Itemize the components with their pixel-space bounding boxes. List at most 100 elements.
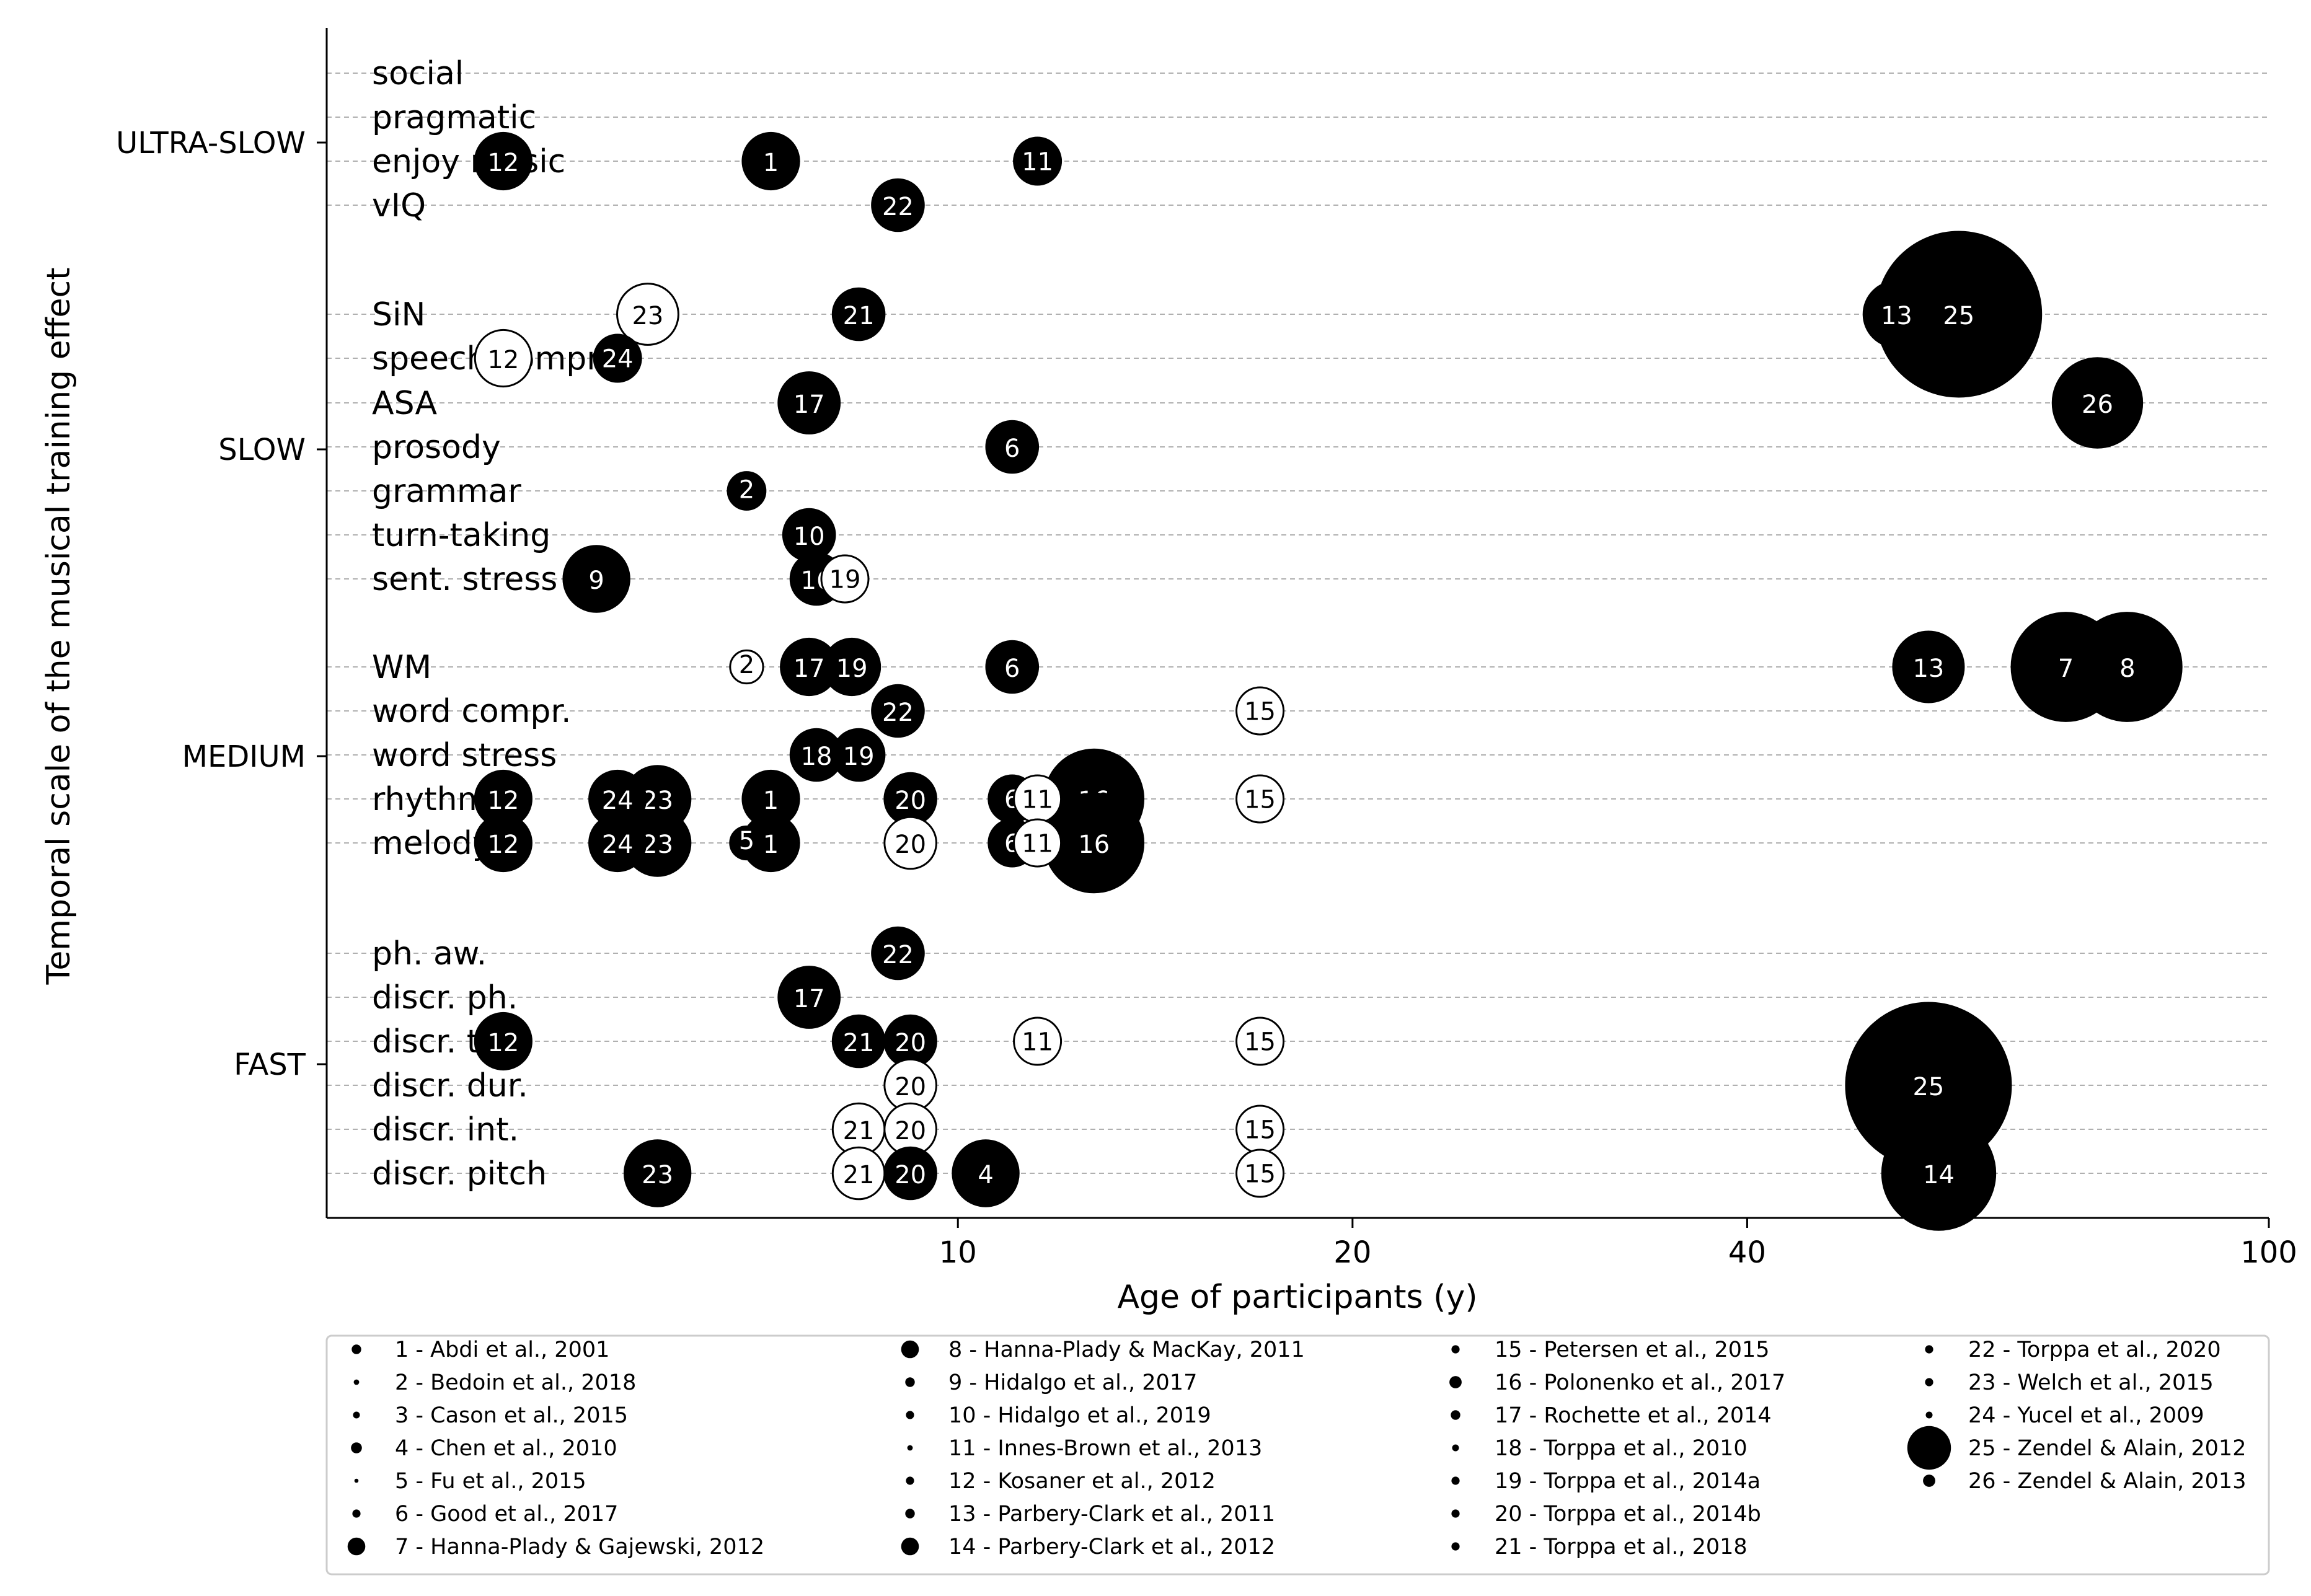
bubble-label: 24 — [602, 345, 634, 373]
bubble-filled — [729, 825, 764, 861]
legend-entry: 23 - Welch et al., 2015 — [1925, 1370, 2214, 1395]
bubble-label: 11 — [1022, 1028, 1053, 1056]
bubble-label: 20 — [895, 1073, 926, 1101]
bubble-point: 24 — [593, 333, 642, 383]
bubble-point: 26 — [2051, 357, 2144, 449]
bubble-point: 15 — [1235, 1104, 1285, 1154]
bubble-filled — [831, 287, 886, 342]
bubble-filled — [741, 131, 800, 191]
legend-entry: 6 - Good et al., 2017 — [352, 1502, 618, 1527]
bubble-label: 24 — [602, 831, 634, 859]
bubble-label: 15 — [1244, 785, 1276, 814]
bubble-point: 24 — [588, 813, 647, 873]
legend-marker — [354, 1478, 359, 1483]
bubble-label: 2 — [739, 651, 754, 679]
legend-entry: 14 - Parbery-Clark et al., 2012 — [901, 1535, 1275, 1559]
legend-label: 9 - Hidalgo et al., 2017 — [948, 1370, 1197, 1395]
legend-entry: 22 - Torppa et al., 2020 — [1925, 1338, 2221, 1362]
legend-entry: 17 - Rochette et al., 2014 — [1451, 1403, 1772, 1428]
bubble-point: 15 — [1235, 1149, 1285, 1198]
bubble-point: 1 — [741, 769, 800, 829]
bubble-label: 21 — [843, 1117, 875, 1145]
bubble-open — [729, 649, 764, 685]
legend-entry: 9 - Hidalgo et al., 2017 — [905, 1370, 1197, 1395]
x-tick-label: 20 — [1333, 1235, 1371, 1270]
legend-label: 6 - Good et al., 2017 — [395, 1502, 618, 1527]
bubble-label: 12 — [487, 346, 519, 374]
bubble-point: 15 — [1235, 774, 1285, 824]
row-label: word compr. — [372, 693, 572, 730]
bubble-point: 10 — [782, 508, 836, 562]
bubble-label: 15 — [1244, 1160, 1276, 1188]
bubble-filled — [1892, 630, 1965, 703]
legend-marker — [353, 1379, 360, 1385]
bubble-open — [1235, 1016, 1285, 1066]
bubble-filled — [562, 545, 630, 613]
legend-label: 21 - Torppa et al., 2018 — [1495, 1535, 1748, 1559]
row-label: discr. int. — [372, 1111, 519, 1149]
bubble-label: 4 — [978, 1161, 993, 1189]
bubble-open — [616, 283, 679, 346]
legend-label: 24 - Yucel et al., 2009 — [1968, 1403, 2204, 1428]
bubble-label: 18 — [801, 743, 833, 771]
legend-label: 20 - Torppa et al., 2014b — [1495, 1502, 1761, 1527]
legend-entry: 24 - Yucel et al., 2009 — [1925, 1403, 2204, 1428]
bubble-open — [883, 816, 937, 870]
legend-label: 1 - Abdi et al., 2001 — [395, 1338, 609, 1362]
bubble-point: 9 — [562, 545, 630, 613]
bubble-filled — [985, 640, 1040, 694]
bubble-point: 11 — [1013, 774, 1063, 824]
x-tick-label: 100 — [2240, 1235, 2297, 1270]
bubble-point: 6 — [985, 640, 1040, 694]
bubble-filled — [1862, 280, 1931, 348]
bubble-label: 21 — [843, 1161, 875, 1189]
bubble-point: 17 — [777, 966, 841, 1029]
bubble-label: 14 — [1923, 1161, 1955, 1189]
bubble-label: 6 — [1004, 655, 1020, 683]
bubble-open — [1013, 818, 1063, 868]
legend-label: 16 - Polonenko et al., 2017 — [1495, 1370, 1785, 1395]
bubble-label: 25 — [1943, 302, 1974, 330]
bubble-label: 13 — [1881, 302, 1912, 330]
legend-marker — [901, 1537, 919, 1556]
legend-marker — [1907, 1426, 1951, 1470]
bubble-label: 15 — [1244, 1028, 1276, 1056]
bubble-point: 12 — [474, 328, 532, 388]
legend-label: 15 - Petersen et al., 2015 — [1495, 1338, 1770, 1362]
bubble-point: 11 — [1013, 1016, 1063, 1066]
legend-marker — [351, 1442, 362, 1453]
legend-marker — [907, 1445, 913, 1451]
bubble-point: 25 — [1875, 231, 2043, 398]
bubble-filled — [777, 371, 841, 434]
legend-marker — [905, 1509, 915, 1519]
bubble-label: 20 — [895, 787, 926, 815]
bubble-label: 12 — [487, 787, 519, 815]
bubble-filled — [593, 333, 642, 383]
bubble-label: 12 — [487, 1029, 519, 1057]
legend-entry: 13 - Parbery-Clark et al., 2011 — [905, 1502, 1275, 1527]
legend-label: 23 - Welch et al., 2015 — [1968, 1370, 2214, 1395]
legend: 1 - Abdi et al., 2001 2 - Bedoin et al., … — [325, 1334, 2270, 1576]
legend-entry: 11 - Innes-Brown et al., 2013 — [907, 1436, 1262, 1461]
bubble-point: 23 — [623, 1139, 692, 1207]
row-label: pragmatic — [372, 99, 536, 136]
bubble-point: 8 — [2072, 612, 2183, 722]
y-axis-title: Temporal scale of the musical training e… — [40, 268, 77, 985]
legend-marker — [1451, 1542, 1460, 1551]
x-tick-label: 40 — [1728, 1235, 1766, 1270]
bubble-point: 21 — [831, 1014, 886, 1069]
bubbles: 2525147816162613139232323423171712112171… — [474, 131, 2183, 1231]
legend-entry: 15 - Petersen et al., 2015 — [1451, 1338, 1770, 1362]
bubble-label: 12 — [487, 149, 519, 177]
legend-entry: 26 - Zendel & Alain, 2013 — [1923, 1469, 2246, 1494]
legend-marker — [1925, 1378, 1933, 1387]
bubble-open — [1235, 1149, 1285, 1198]
legend-marker — [347, 1537, 366, 1556]
bubble-label: 26 — [2082, 390, 2113, 419]
bubble-filled — [883, 1146, 937, 1201]
legend-marker — [905, 1377, 915, 1387]
bubble-label: 10 — [793, 522, 825, 551]
legend-entry: 4 - Chen et al., 2010 — [351, 1436, 617, 1461]
